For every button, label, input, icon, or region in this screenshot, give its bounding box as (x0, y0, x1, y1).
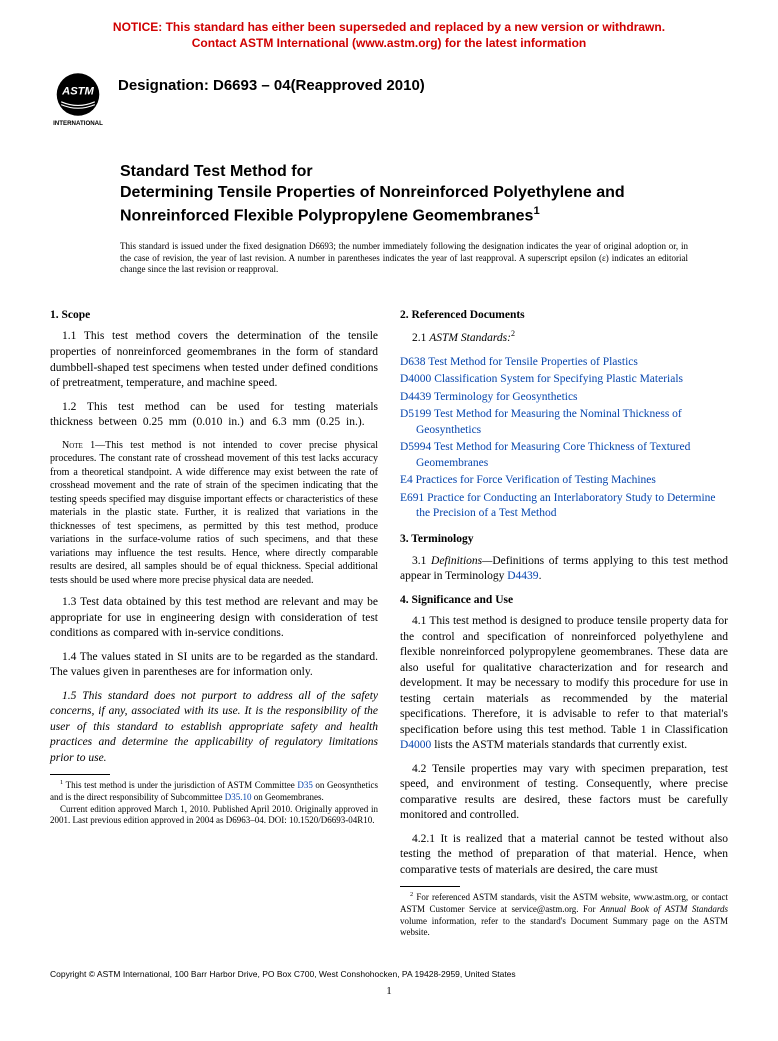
ref-item: E4 Practices for Force Verification of T… (400, 473, 728, 489)
body-columns: 1. Scope 1.1 This test method covers the… (50, 304, 728, 939)
ref-item: D4000 Classification System for Specifyi… (400, 372, 728, 388)
footnote-2: 2 For referenced ASTM standards, visit t… (400, 891, 728, 939)
ref-item: D5199 Test Method for Measuring the Nomi… (400, 407, 728, 438)
ref-item: D4439 Terminology for Geosynthetics (400, 390, 728, 406)
para-4-2-1: 4.2.1 It is realized that a material can… (400, 832, 728, 879)
section-1-head: 1. Scope (50, 308, 378, 324)
footnote-1b: Current edition approved March 1, 2010. … (50, 804, 378, 827)
footnote-rule-left (50, 774, 110, 775)
ref-text[interactable]: Test Method for Measuring the Nominal Th… (416, 408, 682, 436)
ref-item: D5994 Test Method for Measuring Core Thi… (400, 440, 728, 471)
ref-text[interactable]: Practice for Conducting an Interlaborato… (416, 492, 716, 520)
svg-text:INTERNATIONAL: INTERNATIONAL (53, 120, 103, 127)
section-2-head: 2. Referenced Documents (400, 308, 728, 324)
ref-item: E691 Practice for Conducting an Interlab… (400, 491, 728, 522)
title-lead: Standard Test Method for (120, 162, 728, 183)
footnote-1a: 1 This test method is under the jurisdic… (50, 779, 378, 803)
left-column: 1. Scope 1.1 This test method covers the… (50, 304, 378, 939)
ref-link[interactable]: E691 (400, 492, 424, 504)
para-3-1: 3.1 Definitions—Definitions of terms app… (400, 554, 728, 585)
para-1-3: 1.3 Test data obtained by this test meth… (50, 595, 378, 642)
para-4-1: 4.1 This test method is designed to prod… (400, 614, 728, 754)
ref-text[interactable]: Classification System for Specifying Pla… (431, 373, 683, 385)
title-block: Standard Test Method for Determining Ten… (120, 162, 728, 227)
link-d35-10[interactable]: D35.10 (225, 792, 252, 802)
section-3-head: 3. Terminology (400, 532, 728, 548)
ref-text[interactable]: Practices for Force Verification of Test… (413, 474, 656, 486)
footnote-rule-right (400, 886, 460, 887)
notice-line2: Contact ASTM International (www.astm.org… (192, 36, 586, 50)
ref-text[interactable]: Test Method for Measuring Core Thickness… (416, 441, 690, 469)
copyright: Copyright © ASTM International, 100 Barr… (50, 969, 728, 979)
page-number: 1 (50, 985, 728, 997)
issued-note: This standard is issued under the fixed … (120, 241, 688, 276)
note-1: Note 1—This test method is not intended … (50, 439, 378, 588)
ref-text[interactable]: Test Method for Tensile Properties of Pl… (426, 356, 638, 368)
designation: Designation: D6693 – 04(Reapproved 2010) (118, 71, 425, 94)
para-1-5: 1.5 This standard does not purport to ad… (50, 689, 378, 767)
astm-logo: ASTM INTERNATIONAL (50, 71, 106, 127)
notice-line1: NOTICE: This standard has either been su… (113, 20, 665, 34)
title-main: Determining Tensile Properties of Nonrei… (120, 183, 728, 227)
ref-text[interactable]: Terminology for Geosynthetics (431, 391, 577, 403)
para-1-2: 1.2 This test method can be used for tes… (50, 400, 378, 431)
ref-item: D638 Test Method for Tensile Properties … (400, 355, 728, 371)
ref-link[interactable]: D5994 (400, 441, 431, 453)
right-column: 2. Referenced Documents 2.1 ASTM Standar… (400, 304, 728, 939)
header: ASTM INTERNATIONAL Designation: D6693 – … (50, 71, 728, 127)
section-4-head: 4. Significance and Use (400, 593, 728, 609)
ref-link[interactable]: D4439 (400, 391, 431, 403)
link-d4439[interactable]: D4439 (507, 570, 538, 582)
refs-list: D638 Test Method for Tensile Properties … (400, 355, 728, 522)
para-4-2: 4.2 Tensile properties may vary with spe… (400, 762, 728, 824)
ref-link[interactable]: D5199 (400, 408, 431, 420)
notice-banner: NOTICE: This standard has either been su… (50, 20, 728, 51)
ref-link[interactable]: D4000 (400, 373, 431, 385)
para-2-1: 2.1 ASTM Standards:2 (400, 329, 728, 346)
svg-text:ASTM: ASTM (61, 86, 94, 98)
para-1-1: 1.1 This test method covers the determin… (50, 329, 378, 391)
link-d35[interactable]: D35 (297, 780, 313, 790)
ref-link[interactable]: D638 (400, 356, 426, 368)
link-d4000[interactable]: D4000 (400, 739, 431, 751)
para-1-4: 1.4 The values stated in SI units are to… (50, 650, 378, 681)
ref-link[interactable]: E4 (400, 474, 413, 486)
